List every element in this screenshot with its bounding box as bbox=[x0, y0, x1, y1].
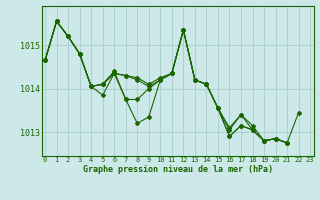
X-axis label: Graphe pression niveau de la mer (hPa): Graphe pression niveau de la mer (hPa) bbox=[83, 165, 273, 174]
